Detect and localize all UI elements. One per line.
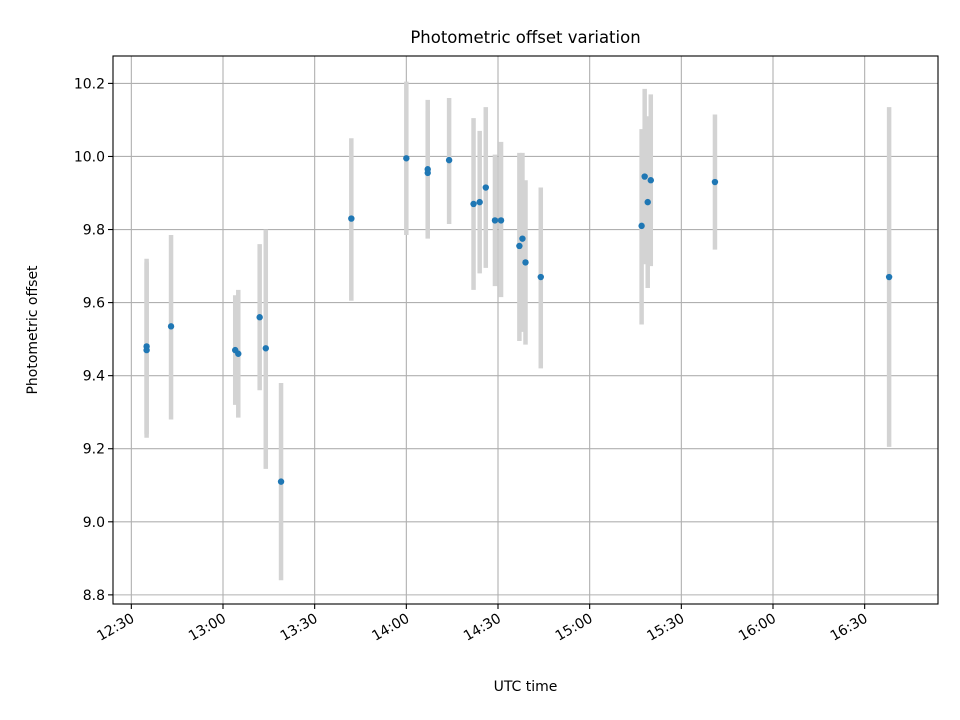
data-point [262,345,269,352]
y-tick-label: 9.6 [83,296,105,312]
data-point [424,166,431,173]
y-tick-label: 10.0 [74,149,105,165]
data-point [491,217,499,224]
y-tick-label: 9.4 [83,369,105,385]
data-point [476,198,483,206]
data-point [647,177,654,184]
y-tick-label: 9.8 [83,223,105,239]
data-point [711,178,719,186]
plot-frame [112,55,939,605]
data-point [638,222,645,230]
data-point [277,478,285,485]
data-point [256,314,263,321]
data-point [516,242,523,250]
chart-title: Photometric offset variation [410,28,640,47]
y-tick-label: 9.0 [83,515,105,531]
y-tick-label: 8.8 [83,588,105,604]
data-point [497,217,505,224]
data-point [403,155,410,162]
data-point [470,200,477,208]
data-points [143,155,893,485]
data-point [522,259,529,266]
data-point [885,273,893,281]
data-point [519,235,526,242]
data-point [641,173,648,180]
x-axis-label: UTC time [494,679,558,695]
data-point [537,273,544,281]
data-point [644,198,651,206]
y-tick-label: 9.2 [83,442,105,458]
data-point [348,215,355,222]
y-axis-label: Photometric offset [25,265,41,395]
data-point [445,156,453,164]
y-axis-ticks: 8.8 9.0 9.2 9.4 9.6 9.8 10.0 10.2 [74,76,113,604]
data-point [167,323,175,330]
data-point [235,350,242,357]
data-point [143,343,150,350]
data-point [482,184,489,191]
y-tick-label: 10.2 [74,76,105,92]
